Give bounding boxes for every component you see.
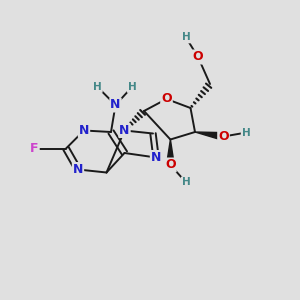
Text: N: N bbox=[73, 163, 83, 176]
Text: N: N bbox=[151, 151, 161, 164]
Text: H: H bbox=[128, 82, 136, 92]
Text: O: O bbox=[193, 50, 203, 64]
Text: H: H bbox=[93, 82, 102, 92]
Polygon shape bbox=[195, 132, 224, 140]
Text: O: O bbox=[218, 130, 229, 143]
Text: H: H bbox=[182, 177, 190, 188]
Polygon shape bbox=[167, 140, 174, 165]
Text: N: N bbox=[79, 124, 89, 137]
Text: O: O bbox=[165, 158, 176, 172]
Text: O: O bbox=[161, 92, 172, 106]
Text: N: N bbox=[119, 124, 130, 137]
Text: F: F bbox=[30, 142, 39, 155]
Text: H: H bbox=[242, 128, 250, 138]
Text: N: N bbox=[110, 98, 121, 112]
Text: H: H bbox=[182, 32, 190, 43]
